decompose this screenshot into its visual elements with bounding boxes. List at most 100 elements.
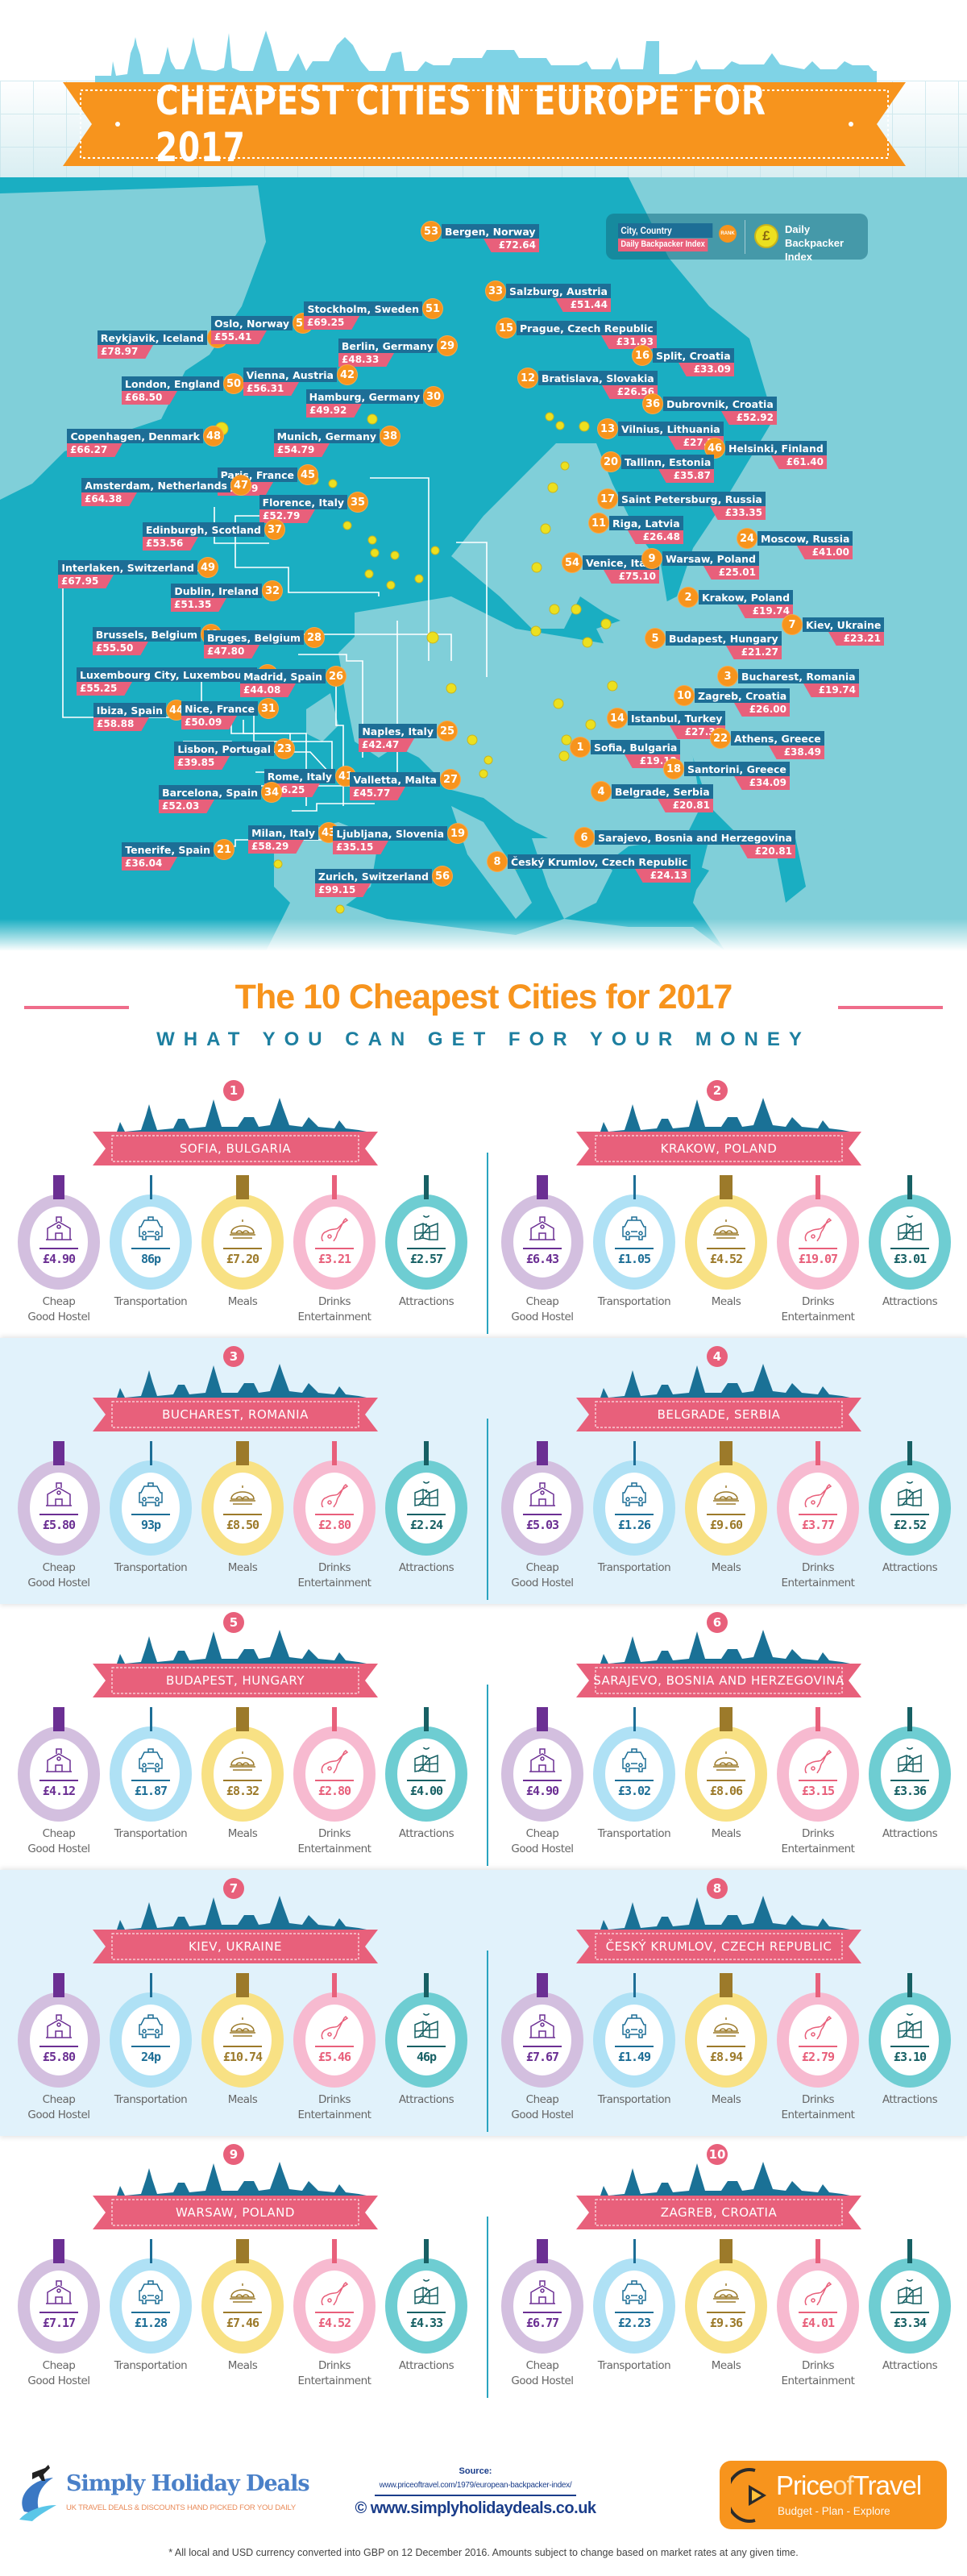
cost-category-attractions: £2.52 Attractions: [865, 1441, 954, 1602]
cost-ring: [777, 2239, 859, 2354]
rank-badge: 14: [607, 708, 628, 729]
guitar-icon: [804, 1483, 832, 1507]
rank-badge: 9: [641, 548, 662, 569]
city-pin: 18 Santorini, Greece £34.09: [663, 758, 790, 791]
city-name-label: Brussels, Belgium: [92, 627, 201, 642]
simply-holiday-deals-logo[interactable]: Simply Holiday Deals UK TRAVEL DEALS & D…: [16, 2465, 322, 2521]
cost-value: £1.28: [134, 2316, 168, 2330]
city-rank-badge: 8: [707, 1878, 728, 1899]
city-name-label: Sarajevo, Bosnia and Herzegovina: [595, 830, 795, 845]
city-pin: 33 Salzburg, Austria £51.44: [485, 280, 611, 313]
city-name-label: Saint Petersburg, Russia: [618, 492, 766, 506]
city-pin: 20 Tallinn, Estonia £35.87: [600, 451, 715, 484]
rank-badge: 11: [588, 513, 609, 534]
cost-category-label: Transportation: [597, 2359, 671, 2372]
cost-value: £2.24: [409, 1518, 443, 1532]
taxi-icon: [139, 2280, 163, 2304]
cost-category-transport: £1.49 Transportation: [590, 1973, 679, 2134]
city-name-ribbon: [576, 1132, 861, 1165]
cost-category-label: Attractions: [398, 1827, 454, 1840]
value-underline: [523, 1780, 562, 1781]
hostel-building-icon: [529, 1748, 555, 1772]
cost-category-transport: £2.23 Transportation: [590, 2239, 679, 2400]
cost-ring: [385, 1441, 467, 1556]
cost-category-label: Drinks Entertainment: [297, 1295, 371, 1323]
backpacker-index-price: £50.09: [181, 716, 237, 729]
top10-subtitle: WHAT YOU CAN GET FOR YOUR MONEY: [156, 1028, 811, 1050]
city-name-label: Amsterdam, Netherlands: [81, 478, 230, 492]
cost-category-drinks: £2.80 Drinks Entertainment: [290, 1707, 379, 1868]
cost-value: £3.77: [801, 1518, 835, 1532]
city-name-ribbon: [93, 2196, 378, 2229]
cost-category-label: Cheap Good Hostel: [27, 1827, 90, 1855]
cost-ring: [593, 1707, 675, 1822]
cost-ring-indicator: [907, 2239, 912, 2263]
hostel-building-icon: [529, 2014, 555, 2038]
cost-value: £6.43: [525, 1252, 559, 1266]
cost-category-label: Attractions: [882, 1295, 938, 1308]
source-link[interactable]: www.priceoftravel.com/1979/european-back…: [379, 2481, 572, 2490]
city-pin: Bruges, Belgium £47.80 28: [203, 627, 325, 659]
city-name-label: Moscow, Russia: [757, 531, 853, 546]
hostel-building-icon: [46, 1482, 72, 1506]
city-card: 4 BELGRADE, SERBIA £5.03 Cheap Good Hostel £1…: [484, 1338, 967, 1604]
cost-category-label: Attractions: [398, 2359, 454, 2372]
cost-value: £5.03: [525, 1518, 559, 1532]
cost-category-label: Meals: [711, 1295, 741, 1308]
rank-badge: 29: [437, 335, 458, 356]
city-name-label: Lisbon, Portugal: [174, 742, 274, 756]
rank-badge: 4: [591, 781, 612, 802]
guitar-icon: [321, 2015, 349, 2039]
value-underline: [890, 1248, 929, 1249]
food-cloche-icon: [713, 2283, 739, 2303]
city-name-label: Vienna, Austria: [243, 368, 337, 382]
cost-ring: [869, 1175, 951, 1290]
city-pin: Valletta, Malta £45.77 27: [350, 769, 461, 801]
city-name-label: Bergen, Norway: [442, 224, 539, 239]
city-name-label: Milan, Italy: [248, 825, 318, 840]
map-pin-icon: [414, 2279, 438, 2304]
cost-category-label: Transportation: [597, 1561, 671, 1574]
cost-category-drinks: £5.46 Drinks Entertainment: [290, 1973, 379, 2134]
city-row: 1 SOFIA, BULGARIA £4.90 Cheap Good Hostel 86p…: [0, 1072, 967, 1338]
cost-ring: [18, 1175, 100, 1290]
city-pin: Ibiza, Spain £58.88 44: [93, 700, 187, 732]
cost-ring: [501, 1441, 583, 1556]
price-of-travel-logo[interactable]: PriceofTravel Budget - Plan - Explore: [720, 2461, 947, 2529]
value-underline: [407, 1248, 446, 1249]
cost-category-label: Drinks Entertainment: [781, 1295, 855, 1323]
taxi-icon: [622, 2280, 646, 2304]
cost-ring-indicator: [720, 1441, 733, 1465]
city-skyline-illustration: [101, 1630, 367, 1670]
rank-badge: 8: [487, 851, 508, 872]
city-card: 5 BUDAPEST, HUNGARY £4.12 Cheap Good Hostel £…: [0, 1604, 484, 1870]
rank-badge: 1: [570, 737, 591, 758]
backpacker-index-price: £66.27: [67, 443, 122, 457]
city-name-label: Salzburg, Austria: [506, 284, 611, 298]
cost-ring-indicator: [332, 1441, 337, 1465]
site-link[interactable]: © www.simplyholidaydeals.co.uk: [355, 2499, 596, 2517]
city-name-label: Florence, Italy: [259, 495, 347, 509]
cost-category-label: Transportation: [114, 2093, 188, 2106]
city-pin: Madrid, Spain £44.08 26: [240, 666, 347, 698]
city-pin: Tenerife, Spain £36.04 21: [122, 839, 234, 871]
city-pin: 22 Athens, Greece £38.49: [710, 728, 824, 760]
cost-ring-indicator: [332, 1175, 337, 1199]
cost-value: £9.36: [709, 2316, 743, 2330]
cost-ring: [293, 1707, 376, 1822]
backpacker-index-price: £34.09: [734, 776, 790, 790]
cost-value: £6.77: [525, 2316, 559, 2330]
cost-ring-indicator: [633, 2239, 636, 2263]
city-pin: Vienna, Austria £56.31 42: [243, 364, 358, 397]
cost-ring: [201, 1441, 284, 1556]
backpacker-index-price: £58.88: [93, 717, 149, 731]
rank-badge: 20: [600, 451, 621, 472]
cost-ring: [18, 1973, 100, 2088]
city-name-label: Český Krumlov, Czech Republic: [508, 854, 691, 869]
cost-ring-indicator: [720, 2239, 733, 2263]
cost-value: £2.57: [409, 1252, 443, 1266]
cost-ring: [685, 2239, 767, 2354]
cost-category-label: Drinks Entertainment: [297, 1827, 371, 1855]
rank-badge: 47: [230, 475, 251, 496]
value-underline: [223, 2312, 262, 2313]
